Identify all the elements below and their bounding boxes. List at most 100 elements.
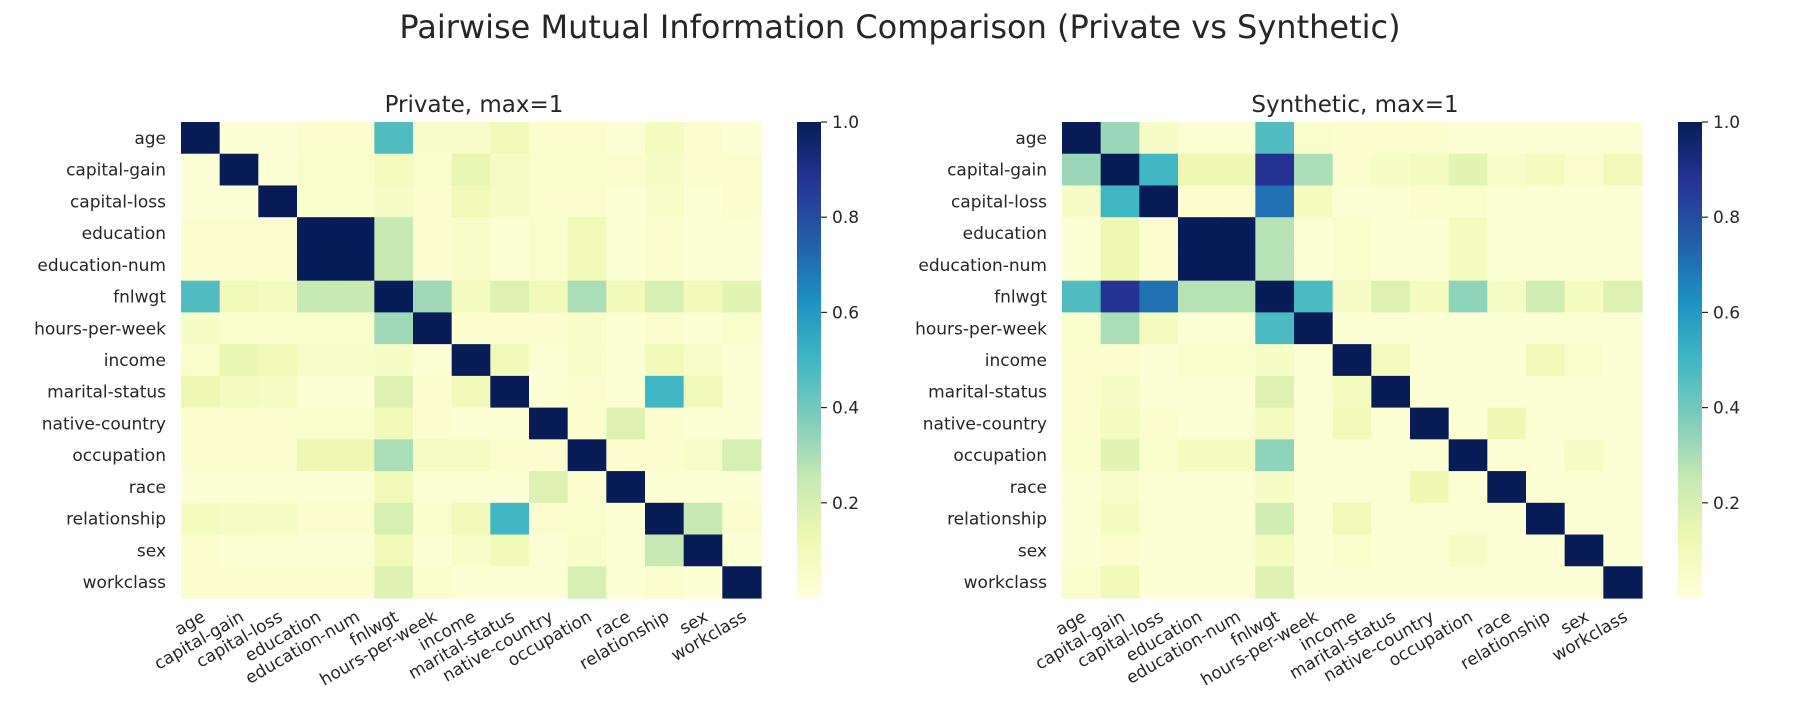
heatmap-cell-race-education-num: [335, 471, 375, 504]
y-tick-label: race: [1010, 478, 1047, 498]
heatmap-cell-relationship-capital-loss: [258, 502, 298, 536]
heatmap-cell-workclass-capital-gain: [219, 566, 259, 599]
heatmap-cell-fnlwgt-race: [1487, 280, 1527, 313]
heatmap-cell-marital-status-race: [1487, 375, 1527, 409]
heatmap-panel-synthetic: Synthetic, max=1 age capital-gain capital-…: [915, 92, 1740, 690]
heatmap-cell-sex-occupation: [567, 534, 607, 567]
heatmap-cell-capital-loss-marital-status: [490, 185, 530, 218]
heatmap-cell-education-num-marital-status: [490, 248, 530, 282]
colorbar-gradient: [1678, 122, 1702, 598]
heatmap-cell-occupation-workclass: [722, 439, 762, 472]
heatmap-cell-native-country-occupation: [1448, 407, 1488, 440]
heatmap-cell-race-native-country: [1410, 471, 1450, 504]
heatmap-cell-education-num-hours-per-week: [413, 248, 453, 282]
colorbar-tick-label: 1.0: [1713, 113, 1740, 133]
heatmap-cell-relationship-race: [606, 502, 646, 536]
heatmap-cell-race-age: [181, 471, 221, 504]
heatmap-cell-relationship-marital-status: [490, 502, 530, 536]
heatmap-cell-income-occupation: [1448, 344, 1488, 377]
heatmap-cell-occupation-fnlwgt: [1255, 439, 1295, 472]
heatmap-cell-hours-per-week-race: [1487, 312, 1527, 345]
heatmap-cell-fnlwgt-native-country: [1410, 280, 1450, 313]
heatmap-cell-hours-per-week-age: [1062, 312, 1102, 345]
heatmap-cell-capital-loss-capital-gain: [1100, 185, 1140, 218]
heatmap-cell-education-num-relationship: [645, 248, 685, 282]
heatmap-cell-marital-status-relationship: [645, 375, 685, 409]
heatmap-cell-sex-native-country: [1410, 534, 1450, 567]
y-tick-label: marital-status: [47, 383, 166, 403]
heatmap-cell-education-num-relationship: [1526, 248, 1566, 282]
heatmap-cell-sex-sex: [1564, 534, 1604, 567]
heatmap-cell-age-race: [1487, 122, 1527, 155]
heatmap-cell-workclass-marital-status: [490, 566, 530, 599]
heatmap-cell-fnlwgt-age: [181, 280, 221, 313]
heatmap-cell-fnlwgt-relationship: [645, 280, 685, 313]
heatmap-cell-income-race: [606, 344, 646, 377]
heatmap-cell-capital-loss-fnlwgt: [1255, 185, 1295, 218]
y-tick-label: hours-per-week: [915, 319, 1047, 339]
heatmap-cell-education-relationship: [645, 217, 685, 250]
heatmap-cell-fnlwgt-native-country: [529, 280, 569, 313]
heatmap-cell-marital-status-sex: [683, 375, 723, 409]
heatmap-cell-workclass-capital-loss: [258, 566, 298, 599]
heatmap-cell-relationship-hours-per-week: [1294, 502, 1334, 536]
heatmap-cell-capital-loss-native-country: [529, 185, 569, 218]
heatmap-cell-age-relationship: [1526, 122, 1566, 155]
y-tick-label: age: [1015, 129, 1047, 149]
heatmap-cell-marital-status-age: [1062, 375, 1102, 409]
heatmap-cell-age-age: [1062, 122, 1102, 155]
heatmap-cell-occupation-marital-status: [1371, 439, 1411, 472]
heatmap-cell-income-native-country: [1410, 344, 1450, 377]
heatmap-cell-capital-gain-capital-gain: [219, 153, 259, 187]
heatmap-cell-education-native-country: [1410, 217, 1450, 250]
colorbar: 0.2 0.4 0.6 0.8 1.0: [1678, 113, 1740, 598]
heatmap-cell-race-hours-per-week: [413, 471, 453, 504]
heatmap-cell-education-num-education: [1178, 248, 1218, 282]
x-tick-labels: agecapital-gaincapital-losseducationeduc…: [1032, 607, 1631, 690]
heatmap-cell-native-country-hours-per-week: [1294, 407, 1334, 440]
heatmap-cell-hours-per-week-relationship: [645, 312, 685, 345]
heatmap-cell-relationship-age: [1062, 502, 1102, 536]
heatmap-cell-capital-gain-fnlwgt: [374, 153, 414, 187]
heatmap-cell-education-education-num: [1216, 217, 1256, 250]
heatmap-cell-income-education: [297, 344, 337, 377]
heatmap-cell-capital-gain-hours-per-week: [1294, 153, 1334, 187]
heatmap-cell-education-num-education: [297, 248, 337, 282]
heatmap-cell-occupation-occupation: [567, 439, 607, 472]
heatmap-cell-native-country-sex: [1564, 407, 1604, 440]
y-tick-label: relationship: [66, 510, 166, 530]
heatmap-cell-capital-gain-occupation: [1448, 153, 1488, 187]
heatmap-cell-hours-per-week-marital-status: [490, 312, 530, 345]
heatmap-cell-fnlwgt-capital-gain: [219, 280, 259, 313]
heatmap-cell-race-race: [1487, 471, 1527, 504]
heatmap-cell-capital-loss-fnlwgt: [374, 185, 414, 218]
heatmap-cell-relationship-sex: [683, 502, 723, 536]
heatmap-cell-relationship-occupation: [567, 502, 607, 536]
colorbar-tick-label: 0.8: [832, 208, 859, 228]
heatmap-cell-race-race: [606, 471, 646, 504]
colorbar-tick-label: 0.6: [1713, 303, 1740, 323]
heatmap-cells: [1062, 122, 1643, 599]
heatmap-cell-relationship-income: [451, 502, 491, 536]
heatmap-cell-age-age: [181, 122, 221, 155]
heatmap-cell-education-num-education-num: [335, 248, 375, 282]
heatmap-cell-hours-per-week-capital-loss: [258, 312, 298, 345]
heatmap-cell-hours-per-week-sex: [683, 312, 723, 345]
heatmap-cell-education-num-sex: [1564, 248, 1604, 282]
heatmap-cell-workclass-income: [451, 566, 491, 599]
heatmap-cell-fnlwgt-hours-per-week: [413, 280, 453, 313]
x-tick-label: workclass: [1549, 607, 1631, 666]
y-tick-label: capital-gain: [947, 161, 1047, 181]
heatmap-cell-age-occupation: [1448, 122, 1488, 155]
heatmap-cell-workclass-workclass: [722, 566, 762, 599]
heatmap-cell-marital-status-sex: [1564, 375, 1604, 409]
heatmap-cell-age-fnlwgt: [374, 122, 414, 155]
heatmap-cell-education-num-capital-loss: [258, 248, 298, 282]
heatmap-cell-race-fnlwgt: [374, 471, 414, 504]
heatmap-cell-education-num-native-country: [529, 248, 569, 282]
heatmap-cell-income-income: [451, 344, 491, 377]
heatmap-cell-education-income: [451, 217, 491, 250]
heatmap-cell-capital-loss-capital-loss: [1139, 185, 1179, 218]
